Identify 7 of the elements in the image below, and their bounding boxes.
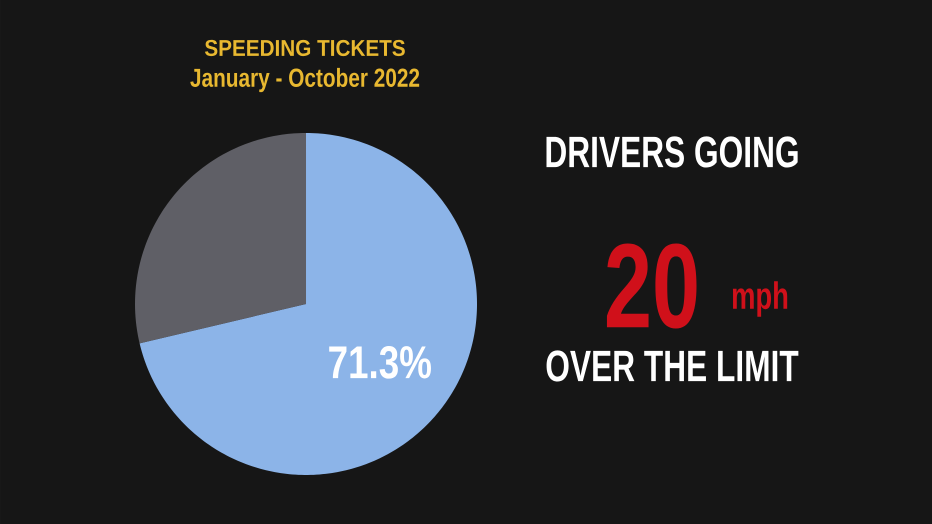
text: mph [732,281,788,317]
text: OVER THE LIMIT [546,350,798,382]
data-label: 71.3% [329,346,431,379]
text: DRIVERS GOING [546,136,798,168]
chart-title: SPEEDING TICKETS [204,40,405,56]
text: 20 [606,244,696,328]
chart-subtitle: January - October 2022 [190,68,420,92]
